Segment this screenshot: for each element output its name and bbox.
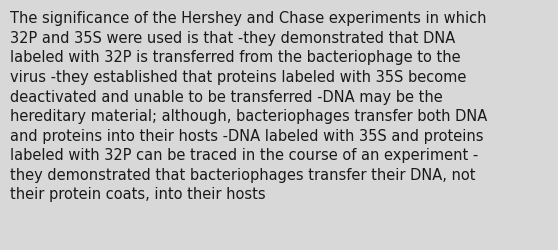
Text: The significance of the Hershey and Chase experiments in which
32P and 35S were : The significance of the Hershey and Chas… — [10, 11, 487, 202]
